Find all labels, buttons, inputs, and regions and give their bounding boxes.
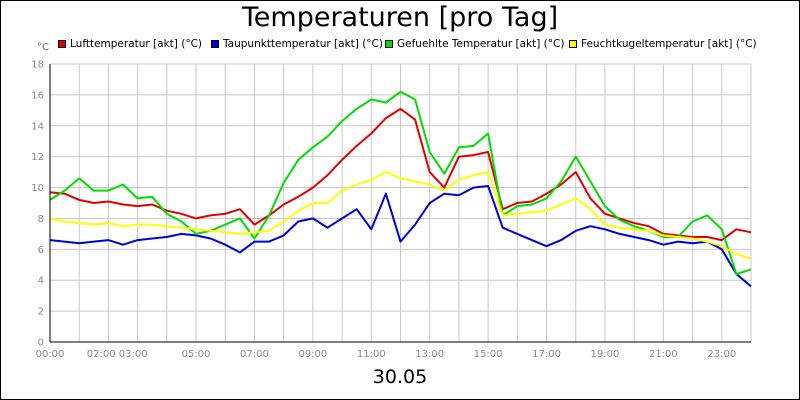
- x-tick-label: 19:00: [591, 349, 620, 360]
- chart-title: Temperaturen [pro Tag]: [241, 2, 559, 33]
- x-tick-label: 09:00: [298, 349, 327, 360]
- y-tick-label: 2: [38, 307, 44, 318]
- x-tick-label: 02:00 03:00: [87, 349, 148, 360]
- series-line-4: [49, 171, 752, 260]
- y-tick-label: 16: [31, 90, 44, 101]
- series-line-2: [49, 185, 752, 288]
- date-label: 30.05: [372, 366, 428, 388]
- y-tick-label: 10: [31, 183, 44, 194]
- x-tick-label: 15:00: [474, 349, 503, 360]
- series-line-3: [49, 90, 752, 275]
- legend-item-4: Feuchtkugeltemperatur [akt] (°C): [569, 38, 757, 50]
- legend-swatch: [385, 40, 393, 48]
- x-tick-label: 05:00: [182, 349, 211, 360]
- y-tick-label: 8: [38, 214, 44, 225]
- legend-label: Taupunkttemperatur [akt] (°C): [223, 38, 383, 50]
- legend-swatch: [58, 40, 66, 48]
- y-axis-unit: °C: [37, 42, 49, 53]
- series-line-1: [49, 107, 752, 242]
- legend-swatch: [569, 40, 577, 48]
- legend-label: Feuchtkugeltemperatur [akt] (°C): [581, 38, 757, 50]
- x-tick-label: 11:00: [357, 349, 386, 360]
- legend-item-2: Taupunkttemperatur [akt] (°C): [211, 38, 383, 50]
- x-tick-label: 23:00: [707, 349, 736, 360]
- y-tick-label: 14: [31, 121, 44, 132]
- y-tick-label: 18: [31, 60, 44, 71]
- x-tick-label: 13:00: [415, 349, 444, 360]
- y-tick-label: 4: [38, 276, 44, 287]
- y-tick-label: 6: [38, 245, 44, 256]
- legend-label: Lufttemperatur [akt] (°C): [70, 38, 202, 50]
- legend-item-1: Lufttemperatur [akt] (°C): [58, 38, 202, 50]
- x-tick-label: 17:00: [532, 349, 561, 360]
- legend-item-3: Gefuehlte Temperatur [akt] (°C): [385, 38, 564, 50]
- x-tick-label: 21:00: [649, 349, 678, 360]
- y-tick-label: 12: [31, 152, 44, 163]
- y-tick-label: 0: [38, 338, 44, 349]
- x-tick-label: 00:00: [36, 349, 65, 360]
- legend-swatch: [211, 40, 219, 48]
- legend-label: Gefuehlte Temperatur [akt] (°C): [397, 38, 565, 50]
- x-tick-label: 07:00: [240, 349, 269, 360]
